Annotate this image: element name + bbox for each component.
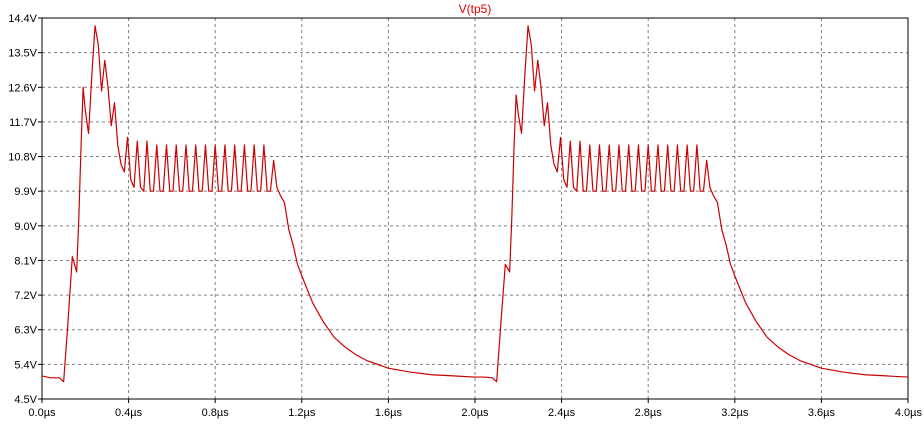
x-tick-label: 2.0µs (461, 407, 489, 419)
series-line-vtp5 (41, 25, 909, 383)
y-tick-label: 9.9V (14, 186, 37, 198)
y-tick-label: 9.0V (14, 221, 37, 233)
y-tick-label: 6.3V (14, 325, 37, 337)
y-tick-label: 10.8V (8, 152, 37, 164)
chart-title: V(tp5) (459, 2, 492, 16)
y-tick-label: 4.5V (14, 394, 37, 406)
x-tick-label: 0.4µs (115, 407, 143, 419)
x-axis-ticks: 0.0µs 0.4µs 0.8µs 1.2µs 1.6µs 2.0µs 2.4µs 2.8µs… (28, 399, 922, 419)
x-tick-label: 0.8µs (202, 407, 230, 419)
y-tick-label: 13.5V (8, 48, 37, 60)
y-tick-label: 7.2V (14, 290, 37, 302)
x-tick-label: 2.4µs (548, 407, 576, 419)
x-tick-label: 0.0µs (28, 407, 56, 419)
grid (42, 18, 908, 399)
plot-frame (41, 17, 909, 400)
x-tick-label: 1.6µs (375, 407, 403, 419)
y-tick-label: 12.6V (8, 82, 37, 94)
x-tick-label: 1.2µs (288, 407, 316, 419)
y-axis-ticks: 4.5V 5.4V 6.3V 7.2V 8.1V 9.0V 9.9V 10.8V 11.7V 12… (8, 13, 42, 406)
y-tick-label: 14.4V (8, 13, 37, 25)
y-tick-label: 5.4V (14, 359, 37, 371)
x-tick-label: 2.8µs (635, 407, 663, 419)
x-tick-label: 3.6µs (808, 407, 836, 419)
y-tick-label: 8.1V (14, 255, 37, 267)
x-tick-label: 3.2µs (721, 407, 749, 419)
x-tick-label: 4.0µs (895, 407, 923, 419)
y-tick-label: 11.7V (9, 117, 38, 129)
